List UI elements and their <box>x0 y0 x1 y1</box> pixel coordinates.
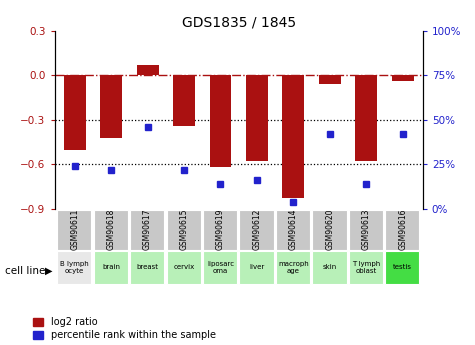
Text: liposarc
oma: liposarc oma <box>207 261 234 274</box>
Text: brain: brain <box>102 264 120 270</box>
Text: ▶: ▶ <box>45 266 52 276</box>
Text: GSM90620: GSM90620 <box>325 209 334 250</box>
Bar <box>203 251 237 284</box>
Bar <box>239 251 274 284</box>
Bar <box>94 209 128 250</box>
Bar <box>130 209 164 250</box>
Text: cervix: cervix <box>173 264 195 270</box>
Text: GSM90615: GSM90615 <box>180 209 189 250</box>
Bar <box>57 209 91 250</box>
Bar <box>392 76 414 81</box>
Text: GSM90614: GSM90614 <box>289 209 298 250</box>
Bar <box>130 251 164 284</box>
Text: cell line: cell line <box>5 266 45 276</box>
Text: macroph
age: macroph age <box>278 261 309 274</box>
Title: GDS1835 / 1845: GDS1835 / 1845 <box>181 16 296 30</box>
Text: liver: liver <box>249 264 265 270</box>
Bar <box>312 209 347 250</box>
Bar <box>283 76 304 198</box>
Text: GSM90611: GSM90611 <box>70 209 79 250</box>
Bar <box>209 76 231 167</box>
Bar <box>239 209 274 250</box>
Bar <box>355 76 377 161</box>
Text: B lymph
ocyte: B lymph ocyte <box>60 261 89 274</box>
Text: GSM90617: GSM90617 <box>143 209 152 250</box>
Bar <box>167 251 201 284</box>
Bar <box>385 209 419 250</box>
Bar <box>57 251 91 284</box>
Text: skin: skin <box>323 264 337 270</box>
Bar <box>94 251 128 284</box>
Text: GSM90619: GSM90619 <box>216 209 225 250</box>
Text: GSM90612: GSM90612 <box>252 209 261 250</box>
Bar <box>349 209 383 250</box>
Bar <box>246 76 268 161</box>
Text: GSM90613: GSM90613 <box>362 209 371 250</box>
Bar <box>276 251 310 284</box>
Bar <box>349 251 383 284</box>
Bar <box>203 209 237 250</box>
Bar <box>312 251 347 284</box>
Bar <box>100 76 122 138</box>
Text: T lymph
oblast: T lymph oblast <box>352 261 380 274</box>
Bar <box>167 209 201 250</box>
Bar <box>319 76 341 85</box>
Bar <box>276 209 310 250</box>
Text: GSM90616: GSM90616 <box>398 209 407 250</box>
Text: breast: breast <box>137 264 159 270</box>
Legend: log2 ratio, percentile rank within the sample: log2 ratio, percentile rank within the s… <box>33 317 216 340</box>
Bar <box>137 65 159 76</box>
Bar <box>385 251 419 284</box>
Bar <box>64 76 86 149</box>
Text: testis: testis <box>393 264 412 270</box>
Bar <box>173 76 195 126</box>
Text: GSM90618: GSM90618 <box>106 209 115 250</box>
